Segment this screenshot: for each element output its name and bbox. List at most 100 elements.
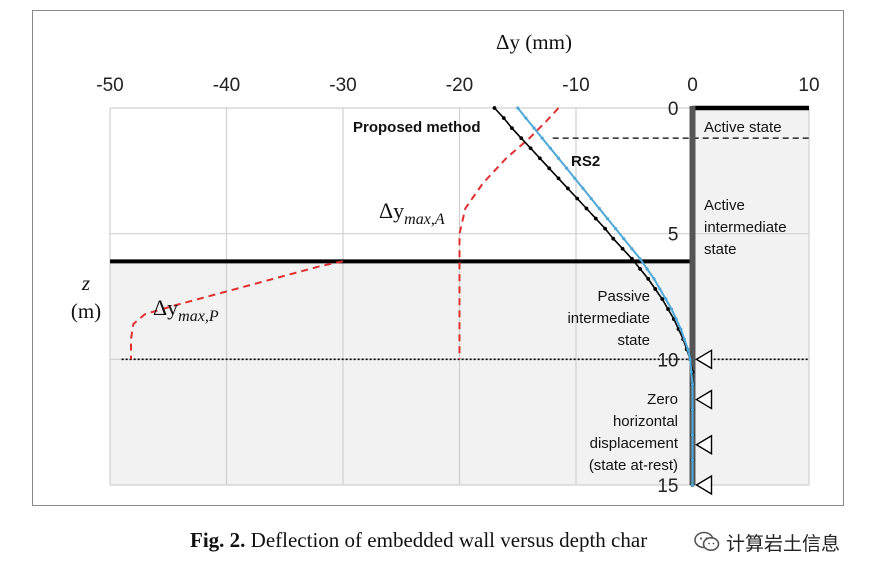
chart-structure: [110, 105, 809, 496]
x-tick-label: -20: [446, 75, 473, 96]
active-intermediate-label-3: state: [704, 241, 737, 258]
chart-background: [110, 108, 809, 485]
proposed-method-point: [528, 146, 533, 151]
support-triangle-marker: [695, 389, 713, 410]
rs2-point: [690, 382, 695, 387]
rs2-point: [516, 106, 520, 110]
chart-ticks: -50 -40 -30 -20 -10 0 10 0 5 10 15: [96, 75, 819, 497]
rs2-point: [524, 116, 528, 120]
proposed-method-point: [537, 156, 542, 161]
proposed-method-point: [547, 166, 552, 171]
x-tick-label: 0: [687, 75, 698, 96]
dy-max-a-label: Δymax,A: [379, 198, 445, 228]
rs2-point: [652, 277, 656, 281]
x-tick-label: 10: [798, 75, 819, 96]
proposed-method-label: Proposed method: [353, 119, 481, 136]
proposed-method-point: [501, 116, 506, 120]
support-triangle-marker: [695, 474, 713, 496]
rs2-point: [688, 357, 692, 361]
rs2-label: RS2: [571, 153, 600, 170]
support-triangle-marker: [695, 434, 713, 456]
figure-caption: Fig. 2. Deflection of embedded wall vers…: [190, 528, 690, 553]
y-axis-label-unit: (m): [71, 299, 101, 323]
zero-label-3: displacement: [590, 435, 679, 452]
chart-series: [130, 106, 695, 487]
x-tick-label: -40: [213, 75, 240, 96]
x-tick-label: -30: [329, 75, 356, 96]
active-state-label: Active state: [704, 119, 782, 136]
rs2-point: [674, 317, 678, 321]
y-tick-label: 0: [668, 99, 679, 120]
proposed-method-point: [575, 196, 580, 201]
watermark: 计算岩土信息: [690, 527, 845, 557]
proposed-method-point: [593, 216, 598, 221]
rs2-point: [614, 227, 618, 231]
y-tick-label: 5: [668, 225, 679, 246]
proposed-method-point: [660, 297, 665, 301]
rs2-point: [686, 347, 690, 351]
rs2-point: [622, 237, 626, 241]
rs2-point: [605, 216, 610, 221]
rs2-point: [556, 156, 561, 160]
proposed-method-point: [565, 186, 570, 191]
rs2-point: [581, 186, 585, 191]
chart: -50 -40 -30 -20 -10 0 10 0 5 10 15 Δy (mm) z (m) P…: [71, 30, 820, 497]
active-intermediate-label-1: Active: [704, 197, 745, 214]
dy-max-p-sub: max,P: [178, 308, 219, 325]
proposed-method-point: [510, 126, 514, 131]
caption-text: Deflection of embedded wall versus depth…: [245, 528, 648, 552]
rs2-point: [630, 247, 634, 251]
proposed-method-point: [584, 206, 589, 211]
rs2-point: [690, 408, 695, 412]
rs2-point: [690, 483, 695, 487]
y-tick-label: 15: [657, 476, 678, 497]
active-intermediate-label-2: intermediate: [704, 219, 787, 236]
zero-label-1: Zero: [647, 391, 678, 408]
rs2-point: [679, 327, 683, 331]
rs2-point: [597, 206, 601, 211]
rs2-point: [540, 136, 544, 140]
active-displacement-envelope: [458, 107, 560, 360]
proposed-method-point: [620, 246, 625, 251]
dy-max-p-base: Δy: [153, 295, 178, 320]
rs2-point: [532, 126, 536, 130]
passive-intermediate-label-3: state: [617, 332, 650, 349]
proposed-method-point: [611, 236, 616, 241]
rs2-point: [690, 433, 695, 437]
support-triangle-marker: [695, 349, 713, 370]
proposed-method-point: [653, 287, 658, 291]
x-tick-label: -50: [96, 75, 123, 96]
figure-frame: -50 -40 -30 -20 -10 0 10 0 5 10 15 Δy (mm) z (m) P…: [32, 10, 844, 506]
proposed-method-point: [646, 277, 651, 281]
rs2-point: [658, 287, 662, 291]
watermark-text: 计算岩土信息: [726, 532, 841, 555]
proposed-method-point: [603, 226, 608, 231]
rs2-point: [664, 297, 668, 301]
rs2-line: [517, 107, 694, 485]
zero-label-4: (state at-rest): [589, 457, 678, 474]
rs2-point: [689, 370, 693, 374]
rs2-point: [548, 146, 552, 150]
proposed-method-point: [630, 256, 634, 261]
passive-intermediate-label-1: Passive: [597, 288, 650, 305]
wechat-icon: [694, 531, 720, 551]
y-axis-label-z: z: [81, 271, 90, 295]
rs2-point: [589, 196, 593, 201]
passive-displacement-envelope: [130, 260, 344, 360]
rs2-point: [669, 307, 674, 311]
rs2-point: [682, 337, 686, 341]
rs2-point: [573, 176, 577, 180]
proposed-method-point: [519, 136, 524, 141]
rs2-point: [638, 257, 642, 261]
proposed-method-point: [492, 106, 497, 110]
x-axis-label: Δy (mm): [496, 30, 572, 54]
proposed-method-point: [638, 266, 642, 271]
proposed-method-point: [556, 176, 561, 181]
rs2-point: [565, 166, 569, 170]
y-tick-label: 10: [657, 350, 678, 371]
dy-max-p-label: Δymax,P: [153, 295, 219, 325]
retained-soil-zone: [692, 108, 809, 485]
passive-intermediate-label-2: intermediate: [567, 310, 650, 327]
excavation-soil-zone: [110, 261, 693, 485]
rs2-point: [645, 267, 649, 271]
